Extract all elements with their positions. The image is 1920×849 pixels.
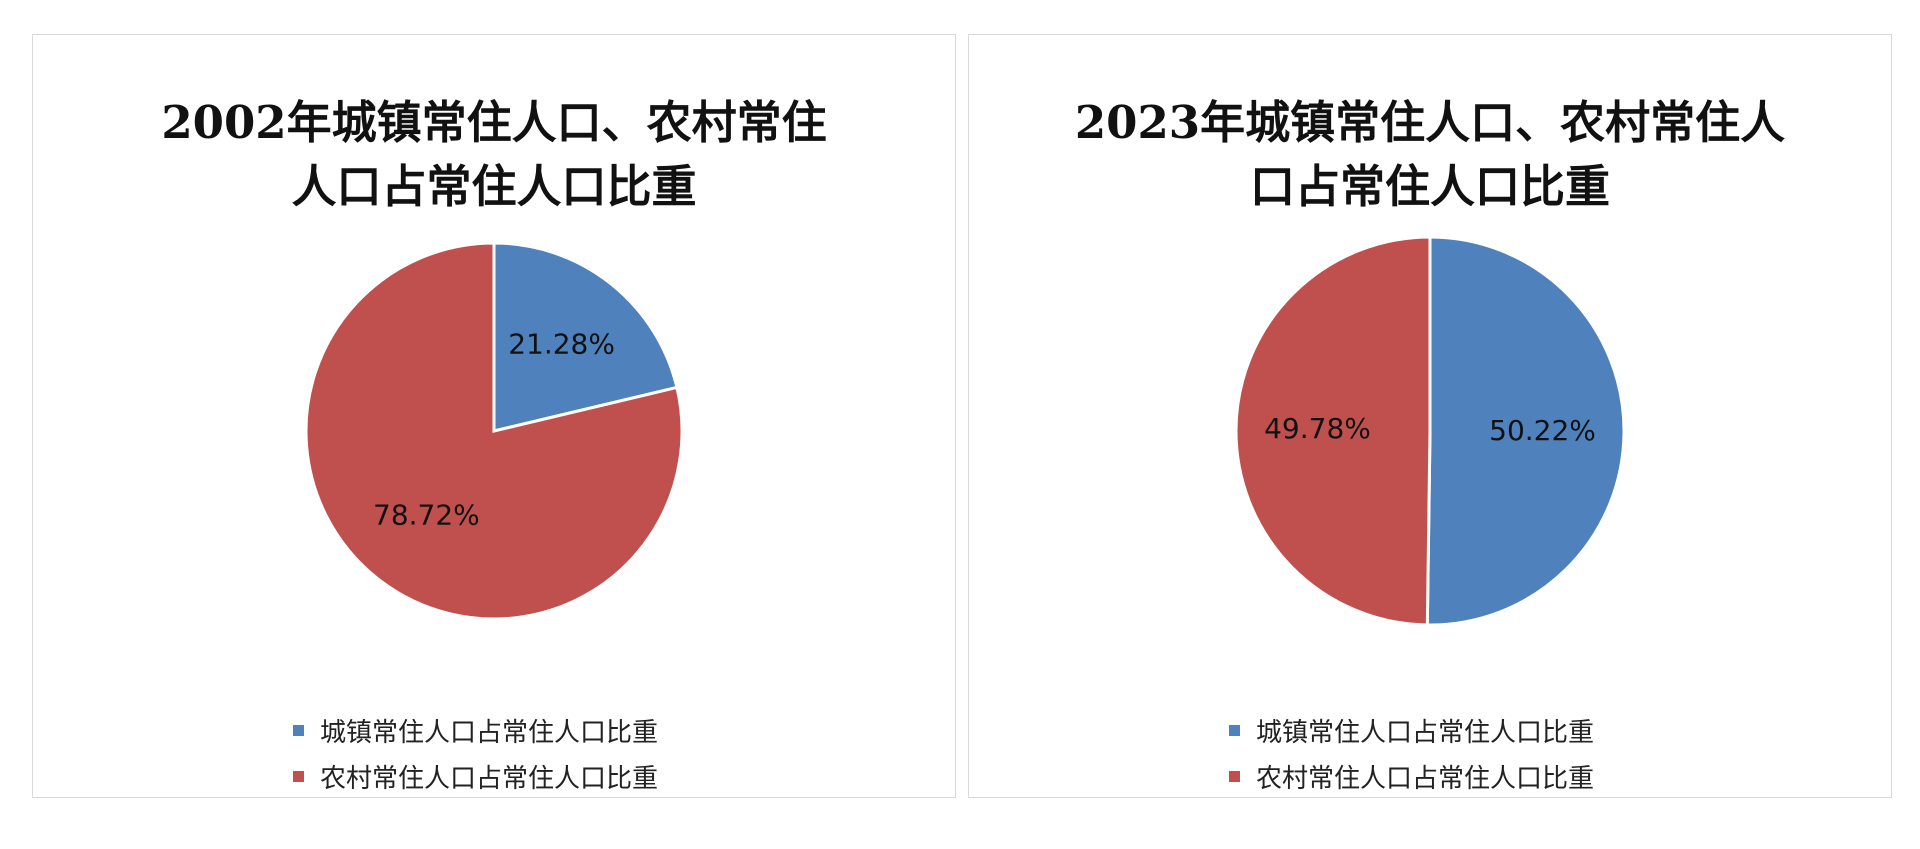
data-label-rural: 78.72% — [373, 499, 480, 532]
pie-slice-rural — [1234, 235, 1432, 627]
chart-panel-2023: 2023年城镇常住人口、农村常住人 口占常住人口比重 50.22% 49.78% … — [968, 34, 1892, 798]
chart-legend: 城镇常住人口占常住人口比重 农村常住人口占常住人口比重 — [33, 707, 955, 799]
legend-label: 农村常住人口占常住人口比重 — [320, 763, 659, 794]
legend-item-urban: 城镇常住人口占常住人口比重 — [293, 707, 955, 753]
data-label-urban: 21.28% — [508, 327, 615, 360]
pie-chart: 21.28% 78.72% — [304, 241, 684, 621]
legend-swatch — [293, 724, 304, 736]
pie-slice-urban — [1425, 235, 1626, 627]
chart-legend: 城镇常住人口占常住人口比重 农村常住人口占常住人口比重 — [969, 707, 1891, 799]
chart-title: 2023年城镇常住人口、农村常住人 口占常住人口比重 — [969, 91, 1891, 219]
chart-title-line-2: 人口占常住人口比重 — [291, 160, 697, 213]
data-label-rural: 49.78% — [1264, 412, 1371, 445]
pie-chart: 50.22% 49.78% — [1234, 235, 1626, 627]
chart-title-line-2: 口占常住人口比重 — [1249, 160, 1610, 213]
pie-slice-rural — [304, 241, 684, 621]
chart-title: 2002年城镇常住人口、农村常住 人口占常住人口比重 — [33, 91, 955, 219]
legend-label: 城镇常住人口占常住人口比重 — [1256, 717, 1595, 748]
legend-swatch — [1229, 724, 1240, 736]
chart-panel-2002: 2002年城镇常住人口、农村常住 人口占常住人口比重 21.28% 78.72% … — [32, 34, 956, 798]
chart-title-line-1: 2023年城镇常住人口、农村常住人 — [1074, 96, 1786, 149]
legend-label: 农村常住人口占常住人口比重 — [1256, 763, 1595, 794]
legend-swatch — [293, 770, 304, 782]
chart-title-line-1: 2002年城镇常住人口、农村常住 — [161, 96, 827, 149]
legend-item-rural: 农村常住人口占常住人口比重 — [293, 753, 955, 799]
data-label-urban: 50.22% — [1489, 414, 1596, 447]
legend-item-urban: 城镇常住人口占常住人口比重 — [1229, 707, 1891, 753]
pie-slice-urban — [492, 241, 679, 433]
legend-swatch — [1229, 770, 1240, 782]
legend-label: 城镇常住人口占常住人口比重 — [320, 717, 659, 748]
legend-item-rural: 农村常住人口占常住人口比重 — [1229, 753, 1891, 799]
